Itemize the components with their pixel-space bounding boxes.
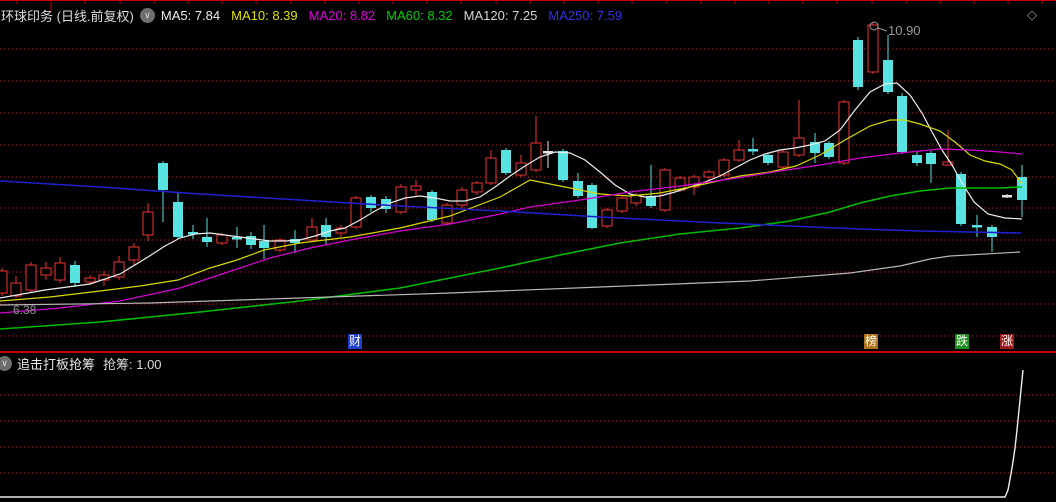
candle-body-down [427, 192, 437, 220]
candle-body-up [410, 185, 422, 191]
event-marker-zhang[interactable]: 涨 [1000, 334, 1014, 349]
candle-body-up [113, 261, 125, 278]
ma5-label: MA5: 7.84 [160, 7, 221, 23]
candle-body-down [290, 239, 300, 243]
candle-body-up [659, 169, 671, 211]
candle-body-up [471, 182, 483, 193]
candle-body-down [501, 150, 511, 173]
candle-body-up [867, 24, 879, 73]
ma5-line [0, 82, 1023, 299]
candle-body-down [748, 149, 758, 152]
candle-body-down [246, 236, 256, 245]
candle-body-up [688, 176, 700, 188]
candle-body-down [956, 174, 966, 224]
main-candlestick-chart[interactable] [0, 0, 1056, 352]
candle-body-down [188, 232, 198, 235]
candle-body-down [70, 265, 80, 283]
candle-body-up [216, 234, 228, 244]
ma60-label: MA60: 8.32 [386, 7, 453, 23]
candle-body-up [128, 246, 140, 261]
candle-body-up [54, 262, 66, 281]
candle-body-flat [543, 151, 553, 154]
sub-indicator-title: 追击打板抢筹 [17, 357, 96, 372]
chevron-down-icon[interactable]: ∨ [0, 356, 12, 371]
candle-body-up [274, 239, 286, 251]
candle-body-down [558, 151, 568, 180]
ma120-line [0, 251, 1021, 306]
candle-body-down [381, 199, 391, 209]
candle-body-down [173, 202, 183, 237]
candle-body-flat [1002, 195, 1012, 198]
panel-separator [0, 351, 1056, 353]
candle-body-up [616, 197, 628, 212]
candle-body-up [350, 197, 362, 228]
sub-indicator-chart[interactable] [0, 352, 1056, 502]
candle-body-down [912, 155, 922, 163]
candle-body-down [573, 181, 583, 196]
event-marker-bang[interactable]: 榜 [864, 334, 878, 349]
candle-body-up [485, 157, 497, 184]
candle-body-down [232, 237, 242, 240]
candle-body-up [942, 161, 954, 166]
candle-body-down [810, 142, 820, 153]
candle-body-up [10, 282, 22, 297]
candle-body-up [40, 267, 52, 276]
ma250-label: MA250: 7.59 [548, 7, 623, 23]
candle-body-down [259, 241, 269, 248]
candle-body-up [838, 101, 850, 164]
candle-body-up [84, 277, 96, 283]
peak-circle-marker [869, 21, 879, 31]
ma20-line [0, 148, 1023, 314]
candle-body-up [703, 171, 715, 178]
candle-body-down [763, 155, 773, 163]
candle-body-down [897, 96, 907, 152]
sub-indicator-line [0, 369, 1024, 498]
candle-body-up [306, 226, 318, 241]
candle-body-up [456, 189, 468, 206]
candle-body-down [587, 185, 597, 228]
candle-body-up [441, 204, 453, 224]
candle-body-down [883, 60, 893, 92]
candle-body-down [1017, 177, 1027, 200]
stock-title: 环球印务 (日线.前复权) [1, 8, 134, 24]
ma20-label: MA20: 8.82 [308, 7, 376, 23]
candle-body-up [335, 227, 347, 234]
diamond-marker-icon: ◇ [1027, 7, 1037, 22]
candle-body-down [972, 225, 982, 228]
candle-body-up [777, 151, 789, 168]
candle-body-down [321, 225, 331, 237]
main-chart-header: 环球印务 (日线.前复权) ∨ MA5: 7.84 MA10: 8.39 MA2… [1, 6, 633, 24]
ma10-label: MA10: 8.39 [231, 7, 298, 23]
candle-body-up [530, 142, 542, 171]
ma10-line [0, 119, 1023, 302]
candle-body-up [25, 264, 37, 291]
left-price-annotation: 6.38 [13, 303, 37, 317]
sub-indicator-value: 抢筹: 1.00 [103, 357, 162, 372]
candle-body-down [926, 153, 936, 164]
candle-body-up [733, 149, 745, 161]
peak-pointer-line [877, 27, 888, 32]
candle-body-up [142, 211, 154, 236]
candle-body-up [0, 270, 8, 294]
peak-price-annotation: 10.90 [888, 23, 921, 38]
candle-body-down [853, 40, 863, 87]
ma250-line [0, 180, 1022, 234]
candle-body-down [366, 197, 376, 208]
ma60-line [0, 186, 1023, 330]
ma120-label: MA120: 7.25 [463, 7, 538, 23]
event-marker-die[interactable]: 跌 [955, 334, 969, 349]
candle-body-down [646, 196, 656, 206]
sub-indicator-header: ∨ 追击打板抢筹 抢筹: 1.00 [0, 354, 162, 373]
candle-body-down [158, 163, 168, 190]
candle-body-down [202, 237, 212, 242]
event-marker-cai[interactable]: 财 [348, 334, 362, 349]
candle-body-up [718, 159, 730, 176]
chevron-down-icon[interactable]: ∨ [139, 7, 155, 23]
